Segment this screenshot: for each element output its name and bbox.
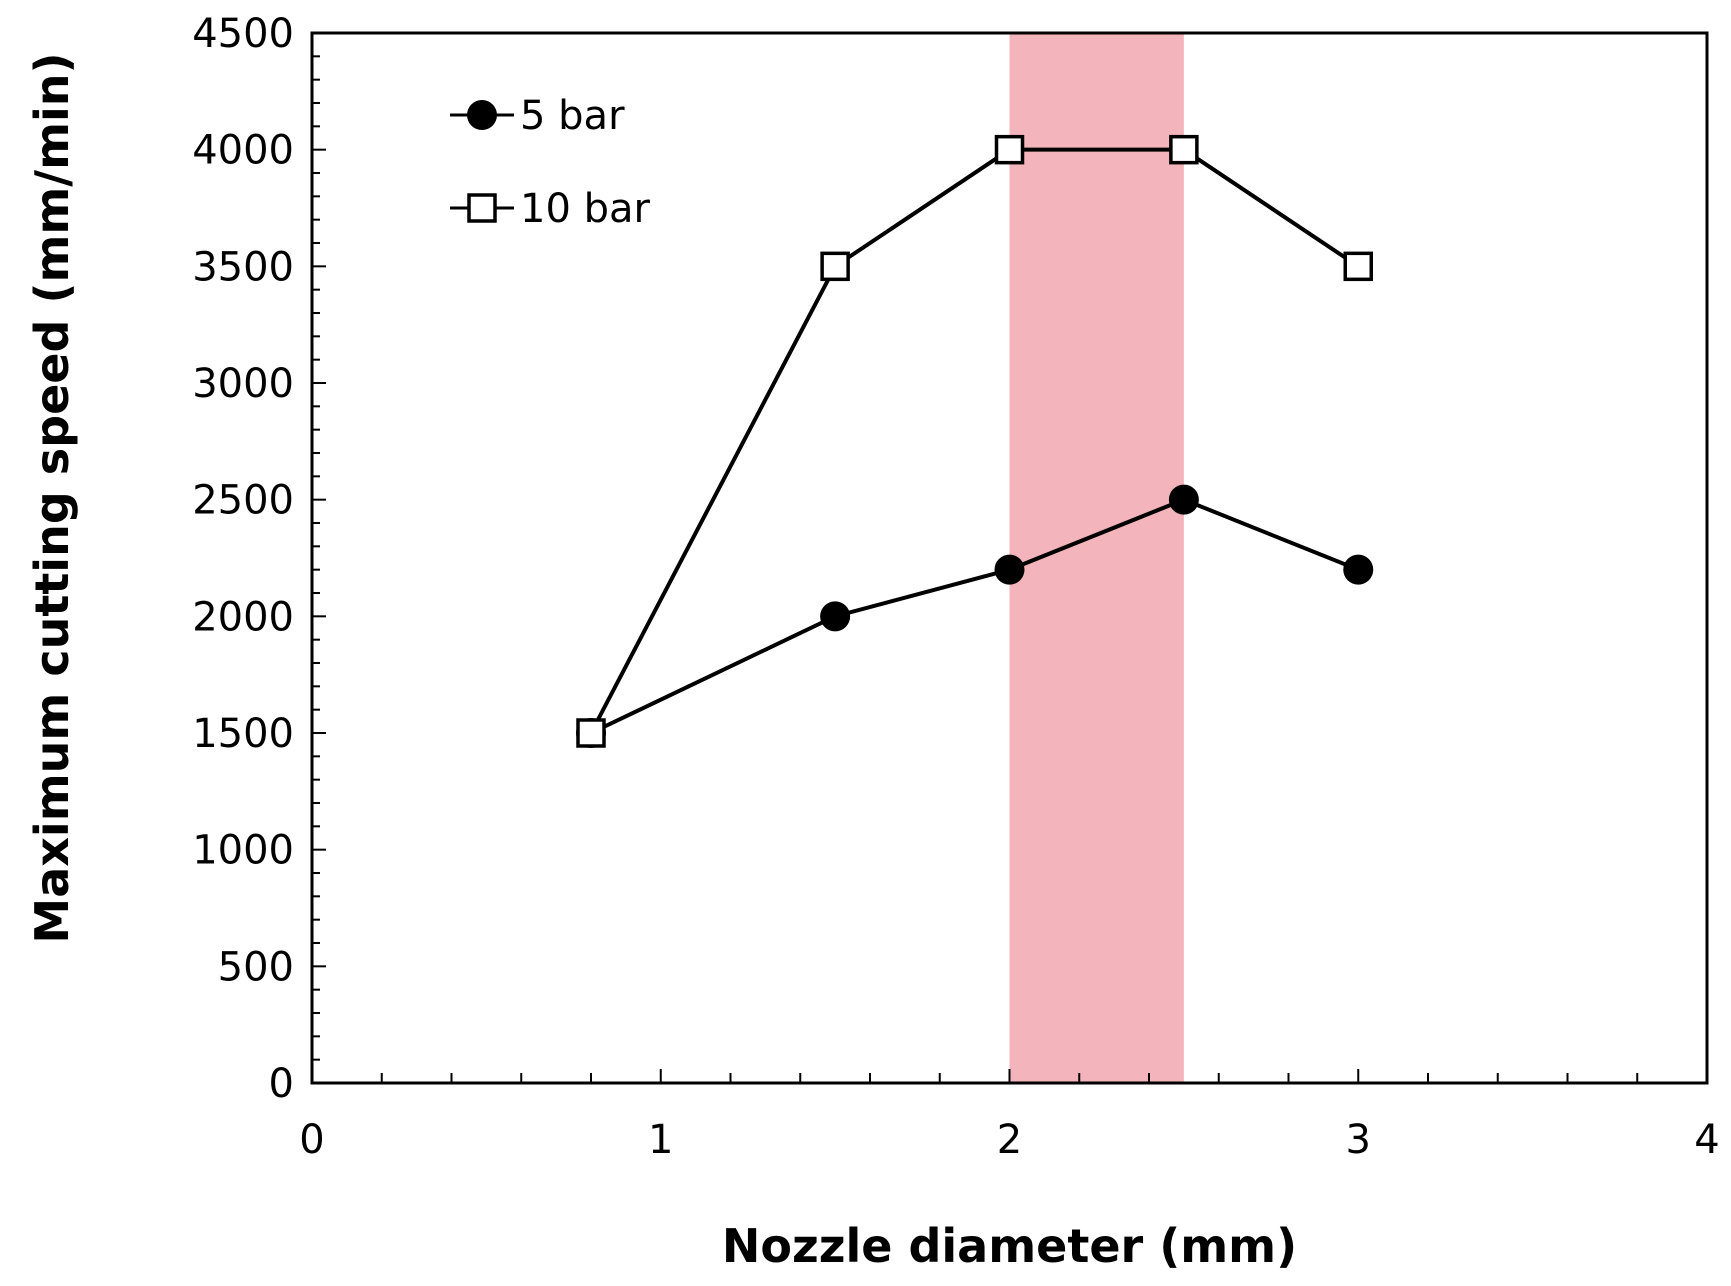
series-layer — [576, 134, 1374, 748]
y-tick-label: 0 — [269, 1061, 294, 1107]
y-tick-label: 4500 — [192, 11, 294, 57]
legend-label: 10 bar — [520, 186, 651, 232]
legend-item: 10 bar — [450, 186, 651, 232]
legend-marker — [467, 100, 497, 130]
y-tick-label: 500 — [218, 944, 294, 990]
y-tick-label: 1000 — [192, 828, 294, 874]
y-tick-label: 3000 — [192, 361, 294, 407]
data-point — [1169, 134, 1199, 165]
y-axis-title: Maximum cutting speed (mm/min) — [25, 52, 79, 943]
series-line — [590, 497, 1359, 735]
data-point — [1343, 251, 1373, 282]
x-tick-label: 2 — [997, 1117, 1022, 1163]
x-axis-title: Nozzle diameter (mm) — [722, 1219, 1297, 1273]
data-point — [1343, 554, 1374, 585]
legend: 5 bar 10 bar — [450, 93, 651, 232]
y-tick-label: 2000 — [192, 594, 294, 640]
y-tick-label: 1500 — [192, 711, 294, 757]
legend-marker — [467, 193, 497, 223]
series-line — [589, 147, 1360, 734]
y-tick-label: 4000 — [192, 128, 294, 174]
y-tick-label: 3500 — [192, 244, 294, 290]
series-1 — [576, 134, 1373, 748]
data-point — [576, 718, 606, 748]
x-tick-label: 4 — [1694, 1117, 1719, 1163]
x-tick-label: 3 — [1346, 1117, 1371, 1163]
data-point — [820, 601, 851, 632]
x-tick-label: 1 — [648, 1117, 673, 1163]
data-point — [820, 251, 850, 282]
data-point — [1168, 484, 1199, 515]
series-0 — [576, 484, 1374, 748]
y-tick-label: 2500 — [192, 478, 294, 524]
legend-item: 5 bar — [450, 93, 625, 139]
axes-layer: 0 500 1000 1500 2000 2500 3000 3500 4000 4500 0 1 2 3… — [192, 11, 1720, 1163]
legend-label: 5 bar — [520, 93, 625, 139]
x-tick-label: 0 — [299, 1117, 324, 1163]
data-point — [994, 554, 1025, 585]
data-point — [994, 134, 1025, 165]
